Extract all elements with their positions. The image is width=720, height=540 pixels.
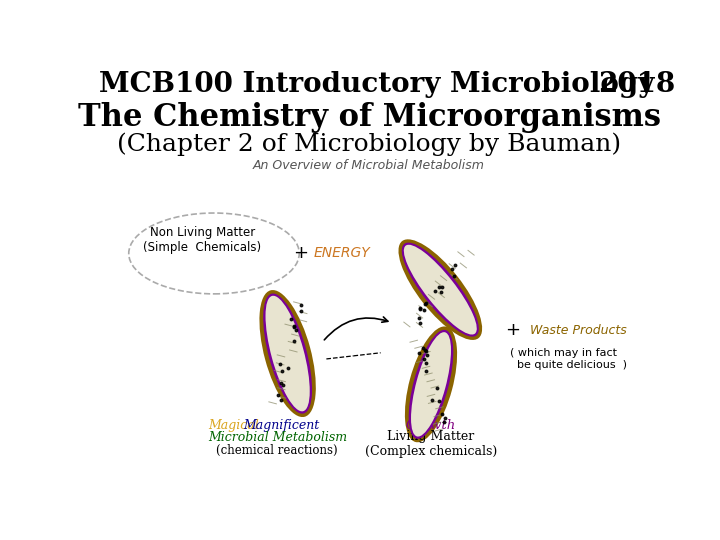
Ellipse shape [405, 327, 457, 442]
Text: ( which may in fact
  be quite delicious  ): ( which may in fact be quite delicious ) [510, 348, 627, 370]
Ellipse shape [404, 245, 477, 335]
Text: 2018: 2018 [598, 71, 675, 98]
Ellipse shape [264, 293, 312, 414]
Ellipse shape [402, 242, 479, 336]
Text: The Chemistry of Microorganisms: The Chemistry of Microorganisms [78, 102, 660, 133]
Ellipse shape [409, 330, 454, 439]
Text: (chemical reactions): (chemical reactions) [216, 444, 338, 457]
Text: Magnificent: Magnificent [243, 419, 320, 432]
Ellipse shape [266, 296, 310, 411]
Text: ENERGY: ENERGY [313, 246, 370, 260]
Text: MCB100 Introductory Microbiology: MCB100 Introductory Microbiology [99, 71, 654, 98]
Text: Magical: Magical [208, 419, 263, 432]
Text: +: + [293, 245, 308, 262]
Text: An Overview of Microbial Metabolism: An Overview of Microbial Metabolism [253, 159, 485, 172]
Text: Growth: Growth [406, 419, 456, 432]
Text: Waste Products: Waste Products [530, 324, 627, 337]
Text: Microbial Metabolism: Microbial Metabolism [208, 431, 347, 444]
Text: +: + [505, 321, 520, 340]
Text: (Chapter 2 of Microbiology by Bauman): (Chapter 2 of Microbiology by Bauman) [117, 132, 621, 156]
Ellipse shape [398, 239, 482, 340]
Ellipse shape [411, 332, 451, 436]
Text: Non Living Matter
(Simple  Chemicals): Non Living Matter (Simple Chemicals) [143, 226, 261, 254]
Ellipse shape [259, 290, 316, 417]
Text: Living Matter
(Complex chemicals): Living Matter (Complex chemicals) [365, 430, 497, 458]
